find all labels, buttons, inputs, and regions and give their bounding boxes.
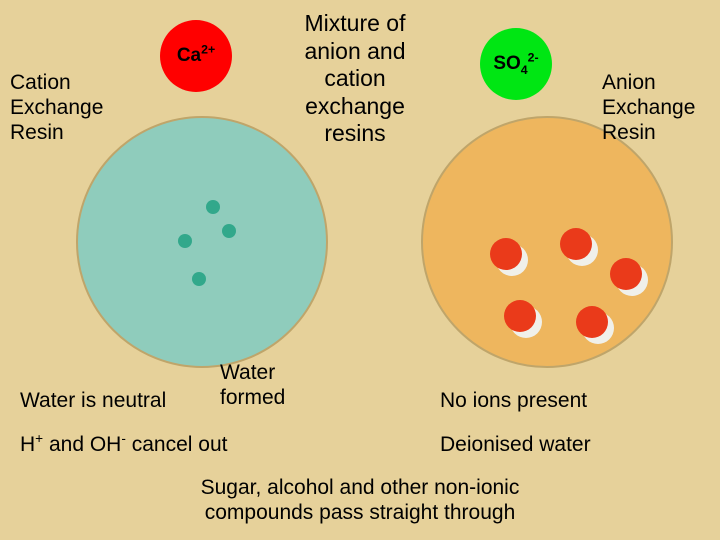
cation-resin-circle	[76, 116, 328, 368]
anion-dot-front	[504, 300, 536, 332]
anion-dot-front	[576, 306, 608, 338]
anion-resin-label: AnionExchangeResin	[602, 70, 720, 146]
cancel-out-label: H+ and OH- cancel out	[20, 432, 340, 457]
calcium-ion-text: Ca2+	[177, 45, 215, 67]
sulfate-ion-badge: SO42-	[480, 28, 552, 100]
anion-dot-front	[610, 258, 642, 290]
cation-resin-label: CationExchangeResin	[10, 70, 150, 146]
no-ions-label: No ions present	[440, 388, 680, 413]
anion-dot-front	[560, 228, 592, 260]
sulfate-ion-text: SO42-	[493, 53, 538, 75]
cation-dot	[178, 234, 192, 248]
water-formed-label: Waterformed	[220, 360, 340, 410]
mixture-title: Mixture ofanion andcationexchangeresins	[275, 10, 435, 148]
bottom-caption: Sugar, alcohol and other non-ioniccompou…	[120, 475, 600, 525]
cation-dot	[206, 200, 220, 214]
water-neutral-label: Water is neutral	[20, 388, 240, 413]
anion-resin-circle	[421, 116, 673, 368]
anion-dot-front	[490, 238, 522, 270]
calcium-ion-badge: Ca2+	[160, 20, 232, 92]
deionised-label: Deionised water	[440, 432, 680, 457]
cation-dot	[192, 272, 206, 286]
cation-dot	[222, 224, 236, 238]
